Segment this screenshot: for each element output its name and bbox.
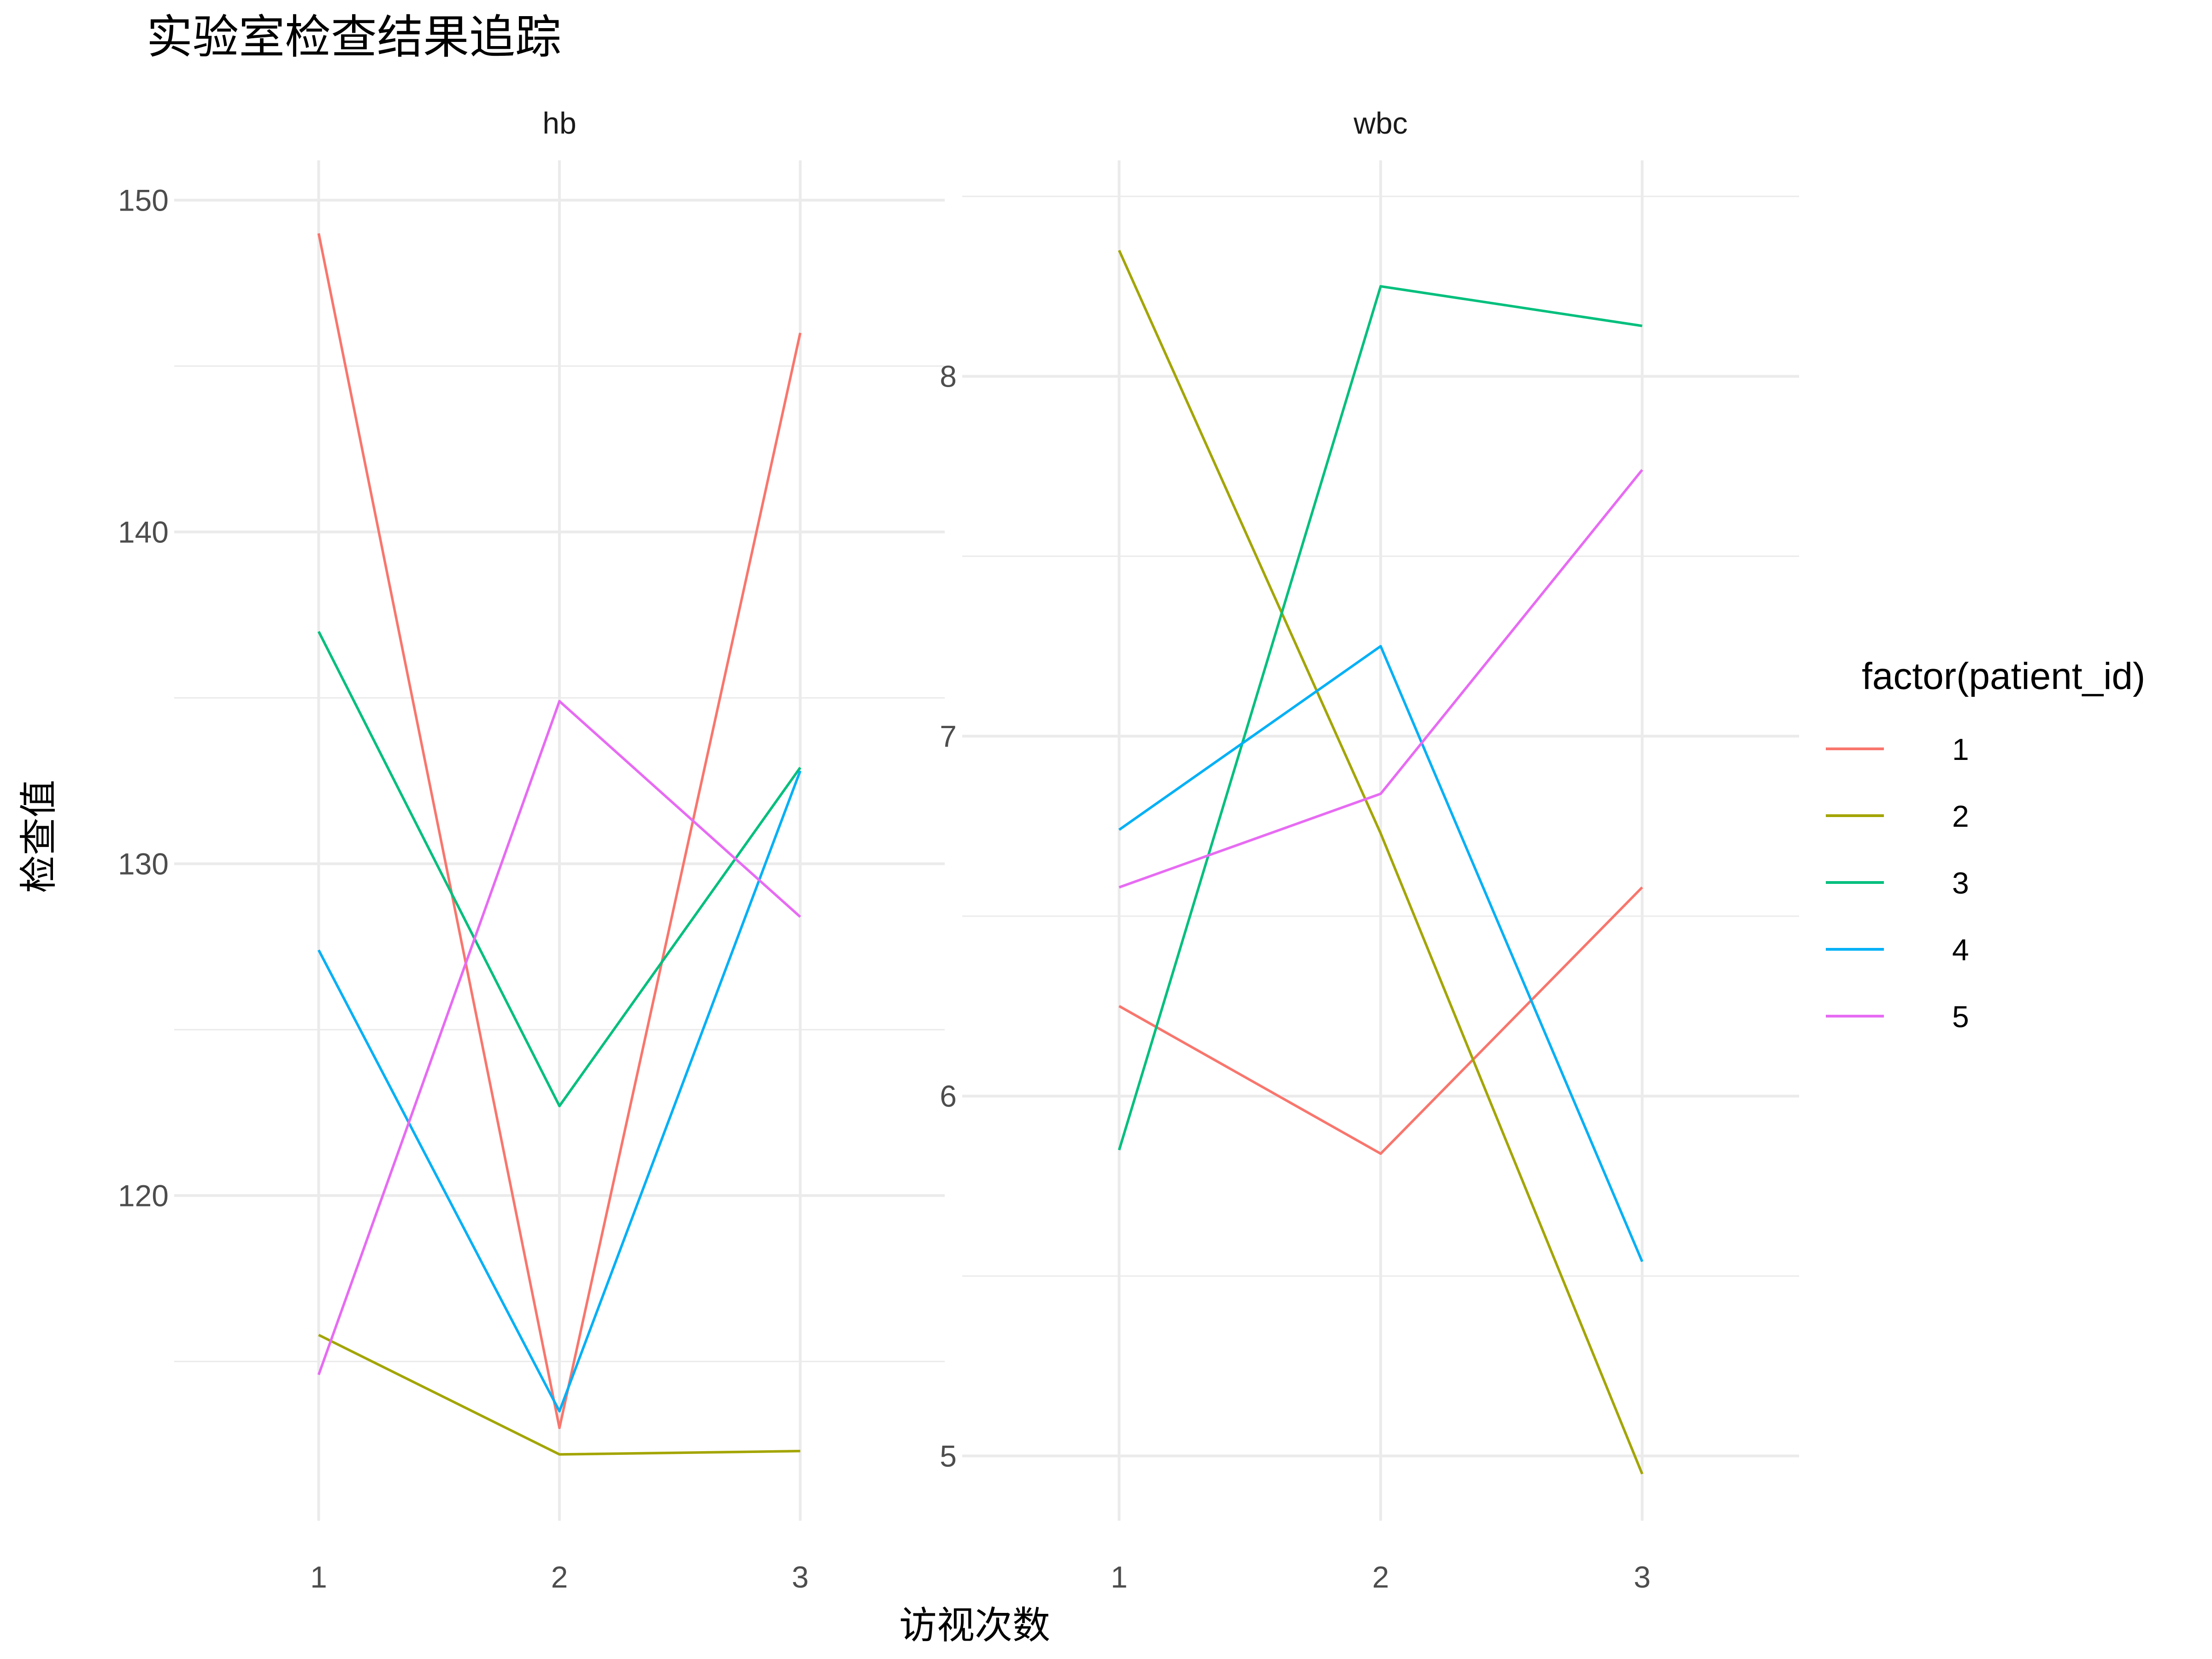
series-line-patient-3 — [1118, 285, 1642, 1151]
y-tick-label: 140 — [118, 515, 169, 549]
panel-strip-label: hb — [542, 106, 576, 140]
panel-strip-label: wbc — [1353, 106, 1407, 140]
gridlines — [962, 160, 1799, 1521]
y-tick-label: 5 — [940, 1439, 957, 1473]
legend-label-5: 5 — [1952, 1000, 1969, 1034]
y-axis-title: 检查值 — [17, 780, 61, 893]
x-tick-label: 1 — [1111, 1560, 1128, 1594]
y-tick-label: 130 — [118, 847, 169, 881]
x-tick-label: 2 — [1372, 1560, 1389, 1594]
series-line-patient-2 — [318, 1334, 800, 1456]
series-line-patient-5 — [1118, 469, 1643, 889]
y-tick-label: 7 — [940, 719, 957, 753]
legend-label-2: 2 — [1952, 799, 1969, 833]
series-line-patient-5 — [317, 700, 801, 1376]
x-tick-label: 3 — [1634, 1560, 1651, 1594]
panel-hb: hb 120 130 140 150 1 2 3 — [118, 106, 945, 1594]
series-line-patient-2 — [1118, 250, 1644, 1475]
series-line-patient-1 — [1118, 886, 1643, 1155]
x-axis-title: 访视次数 — [899, 1604, 1050, 1647]
y-tick-label: 6 — [940, 1079, 957, 1113]
gridlines — [174, 160, 945, 1521]
series-line-patient-4 — [318, 770, 802, 1413]
legend-label-3: 3 — [1952, 866, 1969, 900]
y-tick-label: 150 — [118, 183, 169, 217]
series-line-patient-4 — [1118, 645, 1644, 1262]
legend-label-4: 4 — [1952, 933, 1969, 967]
legend: factor(patient_id) 1 2 3 4 5 — [1826, 655, 2145, 1034]
legend-title: factor(patient_id) — [1862, 655, 2145, 697]
panel-wbc: wbc 5 6 7 8 1 2 3 — [940, 106, 1799, 1594]
y-tick-label: 8 — [940, 359, 957, 394]
x-tick-label: 2 — [551, 1560, 568, 1594]
chart-title: 实验室检查结果追踪 — [147, 10, 561, 64]
legend-label-1: 1 — [1952, 732, 1969, 766]
x-tick-label: 1 — [310, 1560, 327, 1594]
y-tick-label: 120 — [118, 1178, 169, 1212]
series-line-patient-3 — [318, 631, 801, 1107]
series-line-patient-1 — [317, 233, 802, 1430]
x-tick-label: 3 — [792, 1560, 809, 1594]
